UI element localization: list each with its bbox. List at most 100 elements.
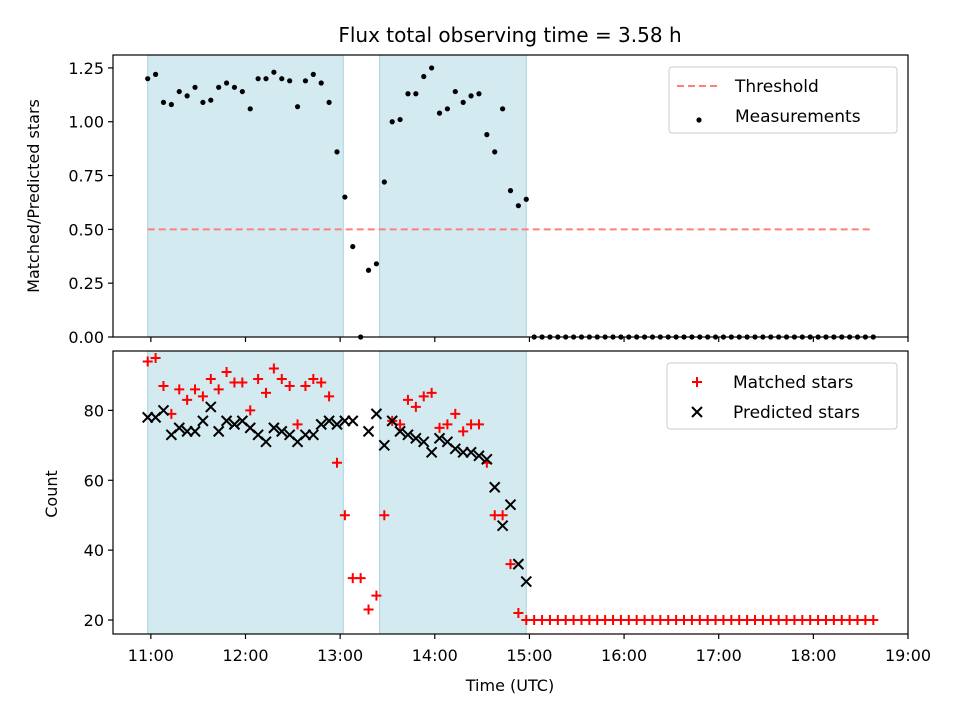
matched-stars-point (174, 384, 185, 395)
predicted-stars-point (347, 415, 359, 427)
matched-stars-point (505, 559, 516, 570)
matched-stars-point (300, 380, 311, 391)
predicted-stars-point (205, 401, 217, 413)
measurement-point (239, 88, 245, 95)
measurement-point (279, 76, 285, 82)
measurement-point (476, 91, 482, 97)
bottom-y-axis-label: Count (42, 470, 61, 518)
predicted-stars-point (410, 432, 422, 445)
measurement-point (208, 97, 214, 103)
bottom-shaded-interval-1 (147, 350, 344, 635)
matched-stars-point (213, 384, 224, 395)
measurement-point (263, 76, 269, 82)
measurement-point (342, 194, 348, 200)
predicted-stars-point (228, 418, 241, 431)
predicted-stars-point (260, 436, 272, 448)
predicted-stars-point (189, 425, 201, 438)
measurement-point (184, 93, 190, 99)
bottom-legend: Matched stars Predicted stars (666, 362, 898, 430)
measurement-point (192, 84, 198, 90)
predicted-stars-point (276, 425, 288, 438)
predicted-stars-point (386, 415, 398, 427)
measurement-point (152, 71, 159, 77)
top-y-tick-label: 0.25 (68, 274, 104, 293)
predicted-stars-point (197, 415, 209, 427)
bottom-series-1 (142, 352, 879, 626)
bottom-y-tick-label: 80 (84, 401, 104, 420)
matched-stars-point (434, 422, 445, 433)
top-y-tick-label: 0.00 (68, 328, 104, 347)
predicted-stars-point (212, 425, 225, 438)
measurement-point (334, 149, 340, 155)
top-shaded-interval-2 (379, 54, 527, 338)
top-legend-box (668, 66, 898, 134)
measurement-point (350, 243, 356, 250)
matched-stars-point (473, 419, 484, 430)
matched-stars-point (221, 366, 232, 377)
measurement-point (231, 84, 238, 90)
measurement-point (484, 132, 490, 138)
measurement-point (515, 203, 521, 209)
matched-stars-point (190, 384, 201, 395)
x-tick-label: 13:00 (317, 646, 363, 665)
matched-stars-point (442, 419, 453, 430)
bottom-y-tick-label: 40 (84, 541, 104, 560)
measurement-point (160, 99, 167, 105)
predicted-stars-point (504, 499, 517, 511)
measurement-point (413, 91, 419, 97)
matched-stars-point (197, 391, 208, 402)
predicted-stars-point (157, 404, 170, 417)
matched-stars-point (458, 426, 469, 437)
measurement-point (310, 71, 316, 77)
predicted-stars-point (370, 408, 383, 420)
legend-entry-label: Threshold (734, 77, 819, 97)
matched-stars-point (410, 401, 421, 412)
x-tick-label: 16:00 (601, 646, 647, 665)
measurement-point (421, 73, 427, 80)
x-tick-label: 15:00 (506, 646, 552, 665)
top-y-axis-label: Matched/Predicted stars (24, 99, 43, 293)
predicted-stars-point (173, 422, 185, 434)
predicted-stars-point (473, 450, 485, 462)
top-y-tick-label: 1.00 (68, 113, 104, 132)
matched-stars-point (418, 391, 429, 402)
matched-stars-point (245, 405, 256, 416)
x-tick-label: 12:00 (222, 646, 268, 665)
legend-predicted-swatch (691, 406, 703, 418)
measurement-point (405, 91, 411, 97)
matched-stars-point (331, 457, 342, 468)
matched-stars-point (355, 573, 366, 584)
measurement-point (145, 76, 151, 82)
legend-matched-swatch (692, 377, 702, 387)
measurement-point (223, 80, 230, 86)
measurement-point (302, 78, 309, 84)
predicted-stars-point (402, 429, 414, 441)
top-y-tick-label: 0.50 (68, 220, 104, 239)
matched-stars-point (308, 373, 319, 384)
predicted-stars-point (481, 453, 493, 466)
top-panel: 0.00 0.25 0.50 0.75 1.00 1.25 Threshold Measure… (68, 54, 909, 347)
matched-stars-point (158, 380, 169, 391)
measurement-point (365, 267, 372, 273)
predicted-stars-point (512, 558, 525, 570)
x-tick-label: 19:00 (885, 646, 931, 665)
predicted-stars-point (268, 422, 280, 434)
measurement-point (247, 106, 253, 112)
predicted-stars-point (425, 446, 438, 459)
x-tick-label: 18:00 (790, 646, 836, 665)
measurement-point (492, 149, 498, 155)
matched-stars-point (292, 419, 303, 430)
top-legend: Threshold Measurements (668, 66, 898, 134)
matched-stars-point (339, 510, 350, 521)
legend-entry-label: Predicted stars (733, 403, 860, 423)
matched-stars-point (497, 510, 508, 521)
measurement-point (452, 88, 458, 95)
matched-stars-point (324, 391, 335, 402)
measurement-point (444, 106, 451, 112)
matched-stars-point (379, 510, 390, 521)
bottom-shaded-interval-2 (379, 350, 527, 635)
matched-stars-point (261, 387, 272, 398)
matched-stars-point (253, 373, 264, 384)
predicted-stars-point (465, 446, 477, 459)
measurement-point (271, 69, 277, 75)
